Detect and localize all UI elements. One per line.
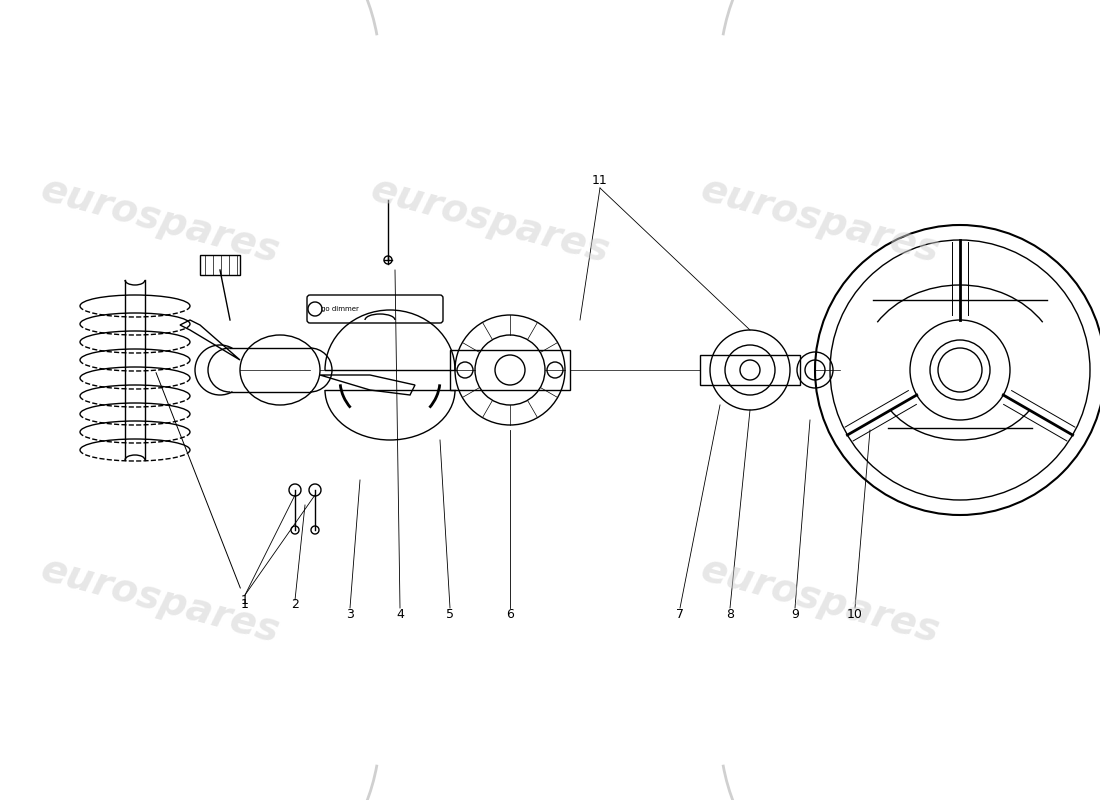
- Text: 11: 11: [592, 174, 608, 186]
- Text: 1: 1: [156, 373, 249, 606]
- Text: eurospares: eurospares: [696, 170, 944, 270]
- Text: eurospares: eurospares: [696, 550, 944, 650]
- Text: 4: 4: [396, 609, 404, 622]
- Bar: [700, 355, 800, 385]
- Text: eurospares: eurospares: [366, 170, 614, 270]
- Text: 3: 3: [346, 609, 354, 622]
- Bar: [200, 255, 240, 275]
- Text: 10: 10: [847, 609, 862, 622]
- Text: 2: 2: [292, 598, 299, 611]
- Text: 5: 5: [446, 609, 454, 622]
- Text: 8: 8: [726, 609, 734, 622]
- Text: go dimmer: go dimmer: [321, 306, 359, 312]
- Text: 6: 6: [506, 609, 514, 622]
- Text: eurospares: eurospares: [36, 170, 284, 270]
- Text: 7: 7: [676, 609, 684, 622]
- Text: 9: 9: [791, 609, 799, 622]
- Bar: [450, 350, 570, 390]
- Text: eurospares: eurospares: [36, 550, 284, 650]
- Text: 1: 1: [241, 598, 249, 611]
